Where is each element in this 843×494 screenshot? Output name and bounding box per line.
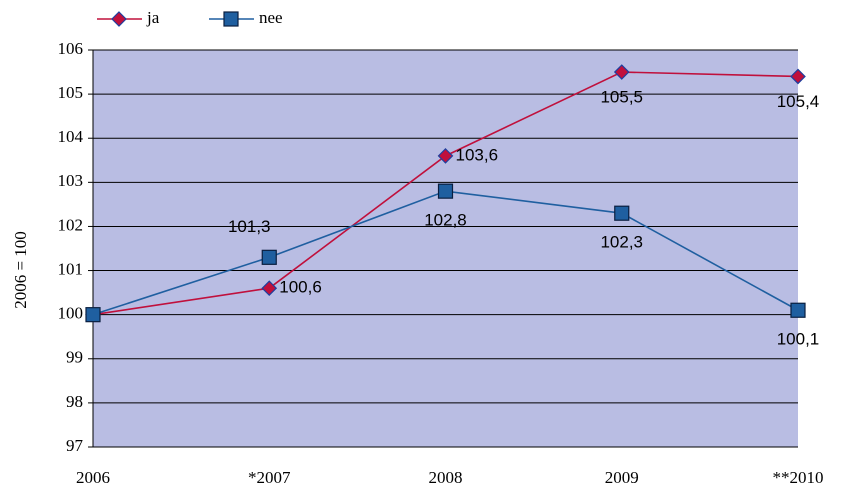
data-point xyxy=(614,205,630,221)
y-tick-label: 104 xyxy=(58,127,84,146)
y-tick-label: 100 xyxy=(58,304,84,323)
data-label: 102,3 xyxy=(600,233,643,252)
x-tick-label: 2008 xyxy=(429,468,463,487)
data-label: 103,6 xyxy=(456,145,499,164)
legend-label: ja xyxy=(146,8,160,27)
y-tick-label: 99 xyxy=(66,348,83,367)
x-tick-label: 2006 xyxy=(76,468,110,487)
legend-marker xyxy=(223,11,239,27)
y-tick-label: 106 xyxy=(58,39,84,58)
data-point xyxy=(790,68,806,85)
x-tick-label: *2007 xyxy=(248,468,291,487)
y-tick-label: 105 xyxy=(58,83,84,102)
data-point xyxy=(85,307,101,323)
legend-marker xyxy=(111,11,127,27)
y-tick-label: 97 xyxy=(66,436,84,455)
data-label: 100,1 xyxy=(777,330,820,349)
data-label: 102,8 xyxy=(424,211,467,230)
y-tick-label: 103 xyxy=(58,171,84,190)
data-label: 100,6 xyxy=(279,278,322,297)
legend-label: nee xyxy=(259,8,283,27)
y-tick-label: 102 xyxy=(58,215,84,234)
y-axis-label: 2006 = 100 xyxy=(11,231,30,309)
data-point xyxy=(613,64,630,80)
data-label: 105,5 xyxy=(600,88,643,107)
x-tick-label: **2010 xyxy=(773,468,824,487)
data-label: 105,4 xyxy=(777,92,820,111)
data-point xyxy=(261,249,277,265)
data-point xyxy=(790,302,806,318)
x-tick-label: 2009 xyxy=(605,468,639,487)
y-tick-label: 101 xyxy=(58,259,84,278)
data-point xyxy=(437,183,454,199)
y-tick-label: 98 xyxy=(66,392,83,411)
data-point xyxy=(437,148,454,164)
data-label: 101,3 xyxy=(228,217,271,236)
data-point xyxy=(261,280,278,297)
plot-area xyxy=(93,50,798,447)
